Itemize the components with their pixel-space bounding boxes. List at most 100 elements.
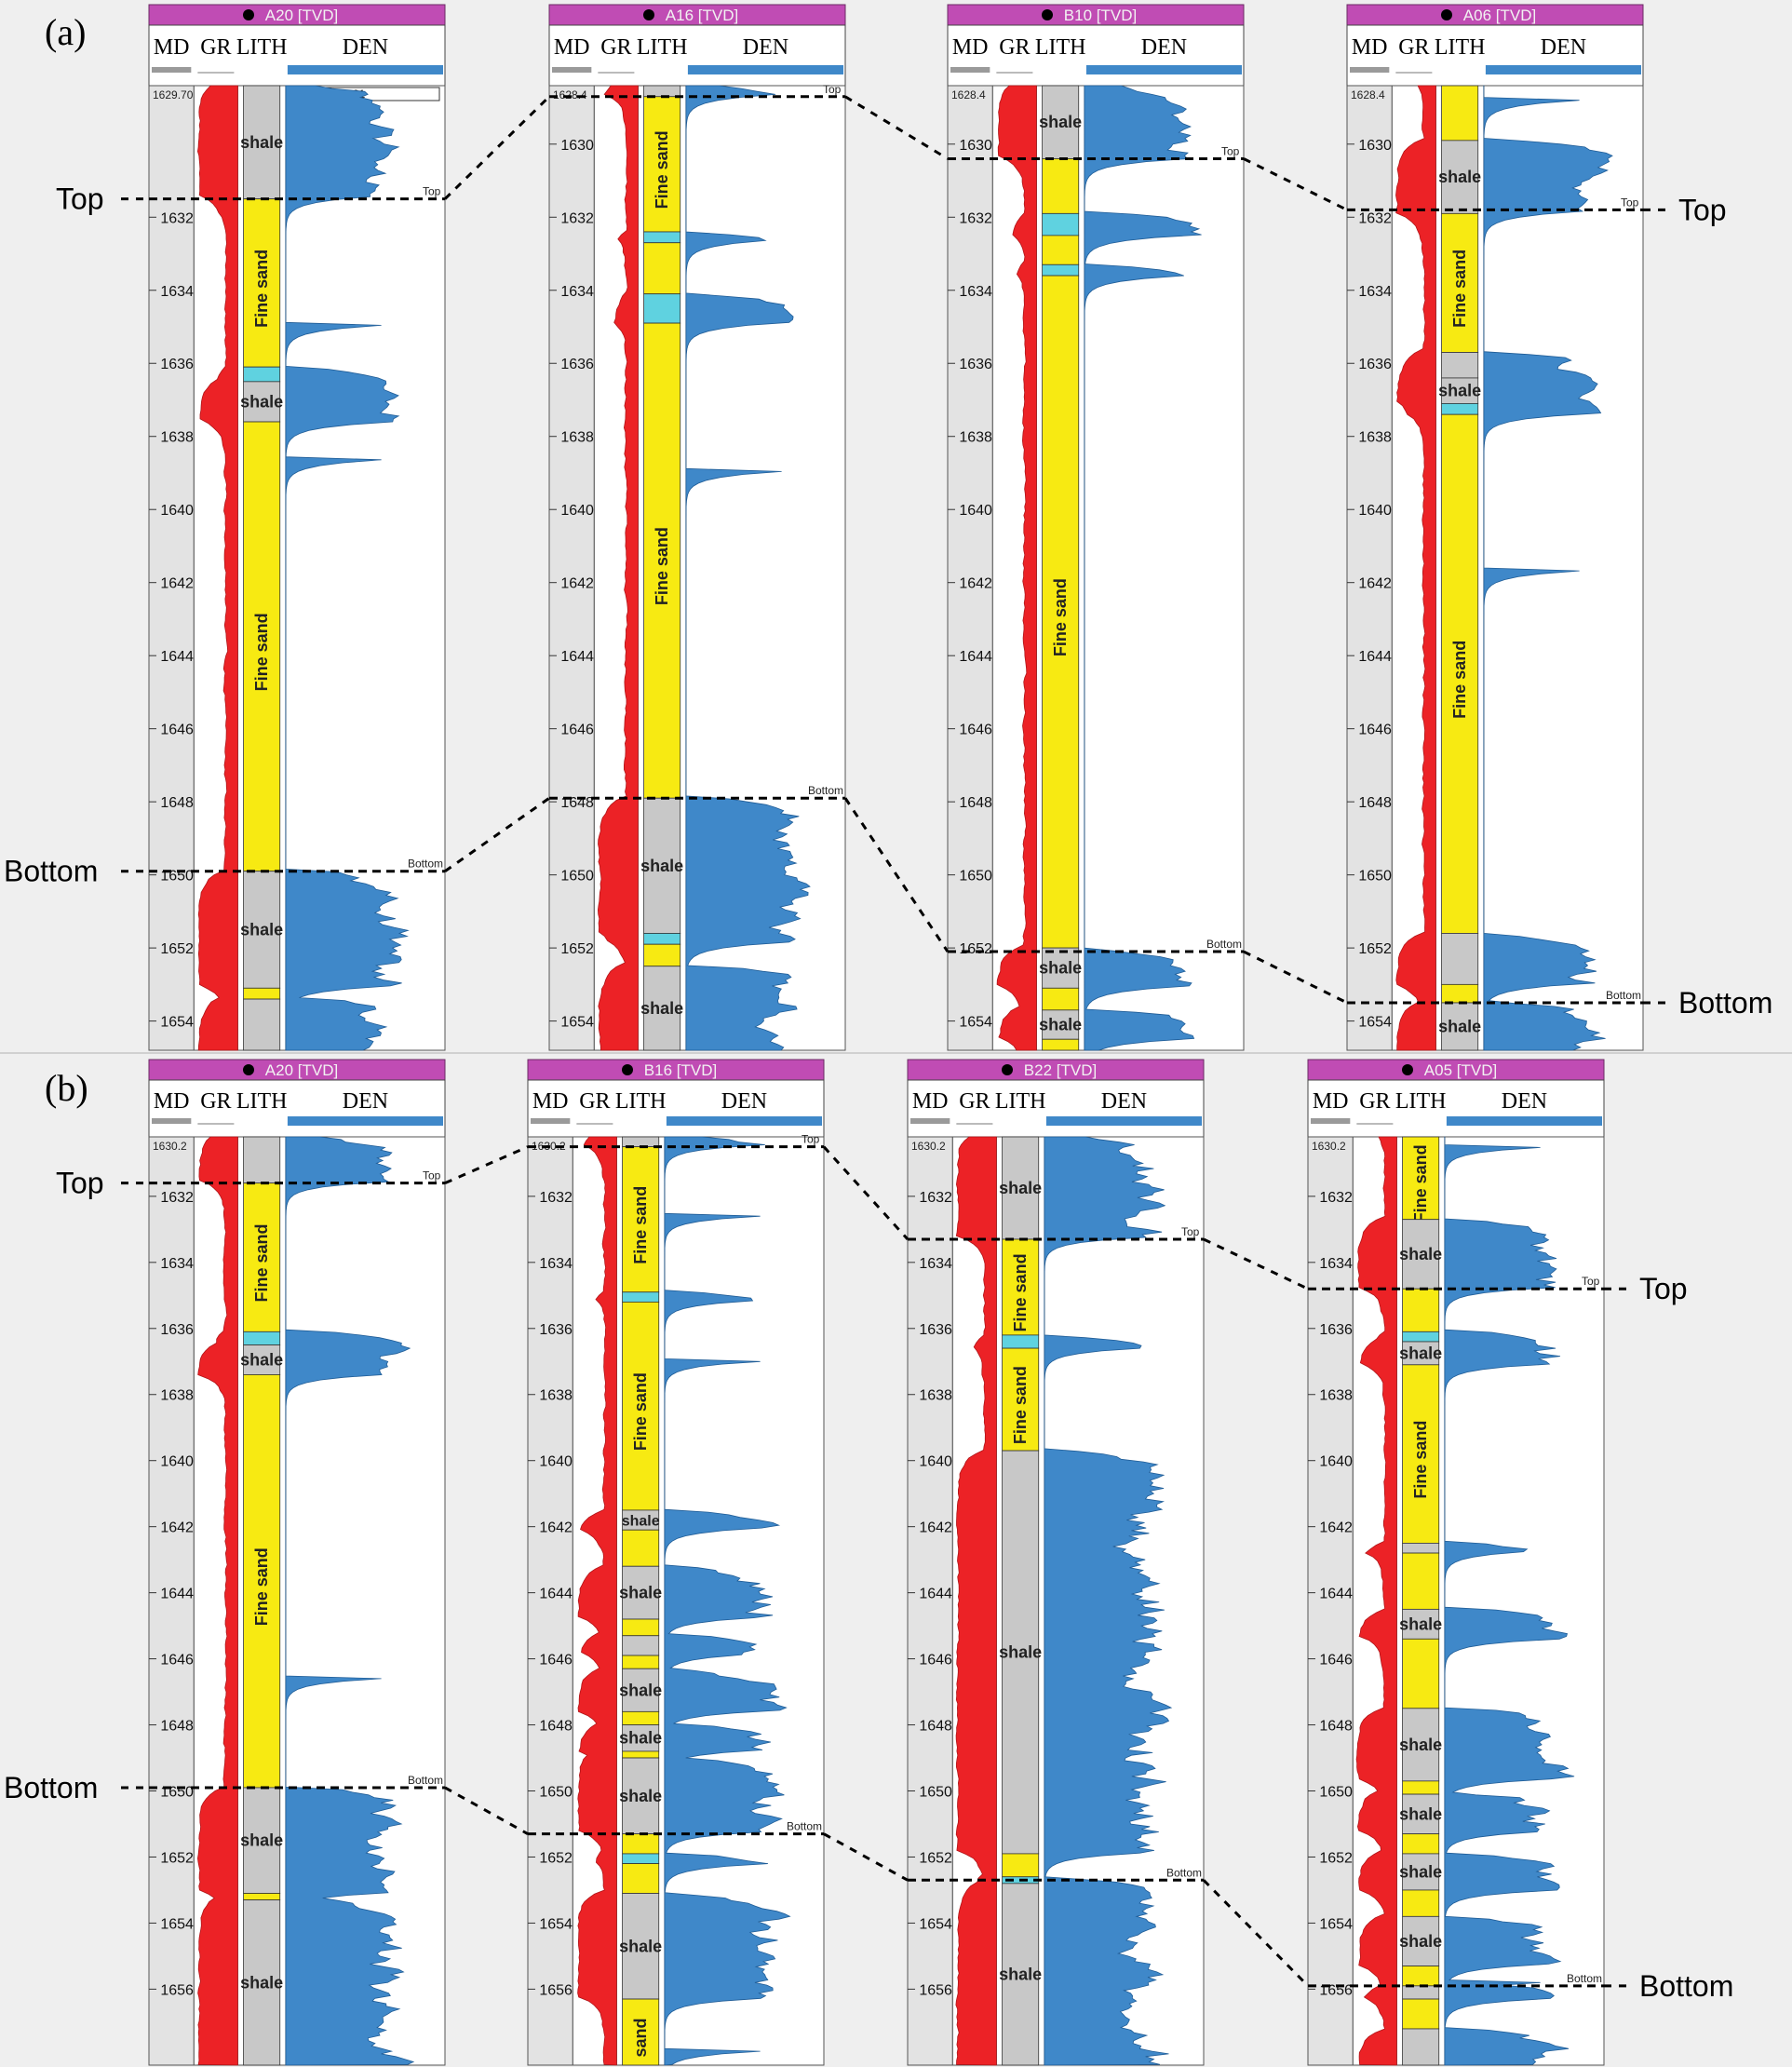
lith-label-shale: shale (240, 1973, 283, 1992)
column-header-gr: GR (999, 35, 1030, 60)
bottom-label-right: Bottom (1639, 1969, 1733, 2003)
column-header-band (1307, 1079, 1605, 1138)
lith-label-sand: Fine sand (1051, 578, 1070, 656)
depth-tick-label: 1642 (1358, 576, 1392, 592)
well-dot-icon (243, 9, 254, 20)
den-scale-bar (687, 65, 843, 74)
lith-label-shale: shale (240, 921, 283, 939)
depth-tick-label: 1654 (1319, 1916, 1353, 1932)
column-header-md: MD (952, 35, 989, 60)
lith-sand (1002, 1238, 1040, 1336)
lith-silt (643, 231, 681, 244)
lith-label-sand: Fine sand (631, 1186, 650, 1264)
depth-tick-label: 1654 (560, 1015, 594, 1031)
lith-label-sand: Fine sand (252, 1547, 271, 1626)
depth-tick-label: 1648 (959, 795, 992, 811)
den-scale-bar (1485, 65, 1641, 74)
lith-sand (1402, 1966, 1440, 1987)
depth-tick-label: 1632 (539, 1190, 573, 1206)
depth-tick-label: 1650 (539, 1785, 573, 1801)
lith-shale (622, 1635, 660, 1656)
depth-tick-label: 1640 (539, 1454, 573, 1470)
lith-sand (622, 1529, 660, 1567)
column-header-band (548, 24, 846, 87)
md-track (907, 1136, 953, 2066)
depth-tick-label: 1646 (959, 723, 992, 738)
md-track (1307, 1136, 1354, 2066)
depth-tick-label: 1644 (160, 649, 194, 665)
lith-label-shale: shale (1399, 1862, 1442, 1881)
lith-sand (622, 1863, 660, 1894)
lith-shale (1402, 1341, 1440, 1366)
column-header-md: MD (1352, 35, 1388, 60)
bottom-tag: Bottom (1606, 989, 1641, 1002)
depth-tick-label: 1630 (1358, 138, 1392, 154)
depth-tick-label: 1656 (539, 1982, 573, 1998)
bottom-tag: Bottom (1166, 1866, 1202, 1879)
top-tag: Top (823, 83, 842, 96)
depth-tick-label: 1642 (160, 1520, 194, 1536)
start-depth-label: 1630.2 (1312, 1140, 1346, 1153)
panel-b: (b) A20 [TVD]MD GR LITH DEN16321634163616381… (4, 1059, 1733, 2066)
column-header-md: MD (554, 35, 590, 60)
top-label-left: Top (56, 1167, 104, 1200)
column-header-den: DEN (721, 1089, 767, 1114)
lith-sand (1042, 987, 1080, 1011)
lith-shale (243, 1344, 281, 1375)
well-a05: A05 [TVD] MD GR LITH DEN 1632 1634 1636 1638 1640… (1307, 1059, 1605, 2066)
depth-tick-label: 1636 (1319, 1322, 1353, 1338)
depth-tick-label: 1648 (919, 1719, 952, 1735)
panel-a: (a) A20 [TVD]MD GR LITH DEN16321634163616381… (4, 4, 1772, 1051)
lith-label-shale: shale (1438, 382, 1481, 400)
depth-tick-label: 1638 (959, 430, 992, 446)
depth-tick-label: 1646 (1319, 1653, 1353, 1668)
lith-label-shale: shale (1399, 1344, 1442, 1362)
depth-tick-label: 1636 (1358, 357, 1392, 372)
depth-tick-label: 1652 (1319, 1850, 1353, 1866)
lith-shale (1402, 1793, 1440, 1835)
md-scale-bar (1311, 1118, 1351, 1124)
depth-tick-label: 1638 (1319, 1388, 1353, 1404)
column-header-md: MD (532, 1089, 569, 1114)
depth-tick-label: 1638 (539, 1388, 573, 1404)
depth-tick-label: 1644 (560, 649, 594, 665)
lith-label-shale: shale (1039, 959, 1082, 978)
column-header-gr: GR (200, 35, 231, 60)
start-depth-label: 1628.4 (951, 88, 986, 101)
top-tag: Top (1221, 144, 1240, 157)
column-header-den: DEN (1541, 35, 1586, 60)
well-b10: B10 [TVD] MD GR LITH DEN 1630 1632 1634 1636 1638… (947, 4, 1245, 1051)
depth-tick-label: 1638 (919, 1388, 952, 1404)
depth-tick-label: 1644 (539, 1587, 573, 1602)
lith-label-sand: Fine sand (653, 130, 671, 209)
lith-shale (1441, 377, 1479, 404)
lith-shale (643, 85, 681, 98)
depth-tick-label: 1632 (1358, 210, 1392, 226)
depth-tick-label: 1642 (959, 576, 992, 592)
column-header-gr: GR (959, 1089, 990, 1114)
depth-tick-label: 1646 (160, 723, 194, 738)
depth-tick-label: 1632 (959, 210, 992, 226)
lith-label-sand: Fine sand (1450, 641, 1469, 719)
lith-label-shale: shale (619, 1787, 662, 1805)
depth-tick-label: 1654 (959, 1015, 992, 1031)
depth-tick-label: 1634 (160, 1256, 194, 1272)
lith-label-shale: shale (640, 999, 683, 1018)
depth-tick-label: 1642 (1319, 1520, 1353, 1536)
column-header-den: DEN (1101, 1089, 1147, 1114)
lith-shale (243, 85, 281, 200)
bottom-correlation-line (444, 796, 550, 872)
depth-tick-label: 1636 (560, 357, 594, 372)
lith-sand (1002, 1853, 1040, 1878)
depth-tick-label: 1636 (959, 357, 992, 372)
depth-tick-label: 1654 (1358, 1015, 1392, 1031)
lith-silt (1042, 263, 1080, 277)
lith-sand (1402, 1889, 1440, 1917)
den-scale-bar (287, 1116, 443, 1126)
lith-label-shale: shale (619, 1729, 662, 1748)
depth-tick-label: 1650 (560, 869, 594, 885)
depth-tick-label: 1640 (560, 503, 594, 519)
lith-shale (1402, 1985, 1440, 2000)
lith-shale (1002, 1450, 1040, 1855)
